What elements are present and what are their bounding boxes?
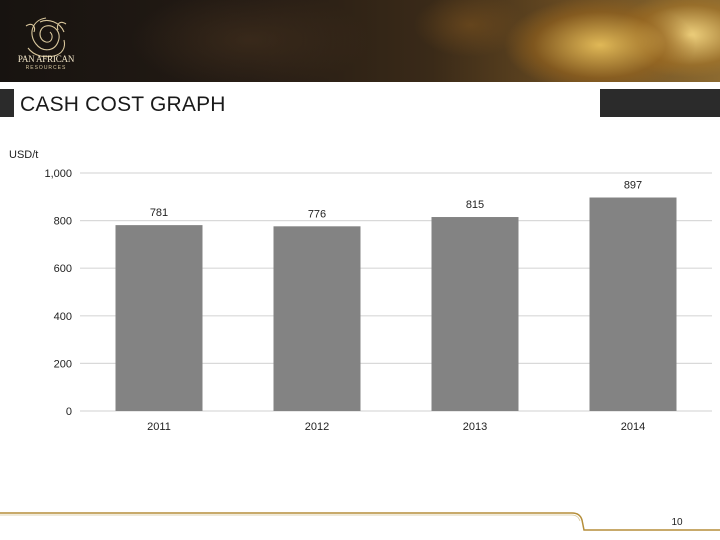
company-logo-icon	[25, 17, 67, 58]
y-axis-label: USD/t	[9, 149, 38, 161]
y-tick-label: 1,000	[44, 168, 72, 180]
y-tick-label: 400	[54, 311, 72, 323]
x-tick-label: 2013	[463, 421, 487, 433]
data-label: 897	[624, 180, 642, 192]
x-tick-label: 2011	[147, 421, 171, 433]
y-tick-label: 600	[54, 263, 72, 275]
title-bar: CASH COST GRAPH	[0, 89, 720, 117]
data-label: 776	[308, 208, 326, 220]
bar	[589, 197, 677, 411]
page-number: 10	[671, 517, 683, 528]
x-tick-label: 2012	[305, 421, 329, 433]
bar	[115, 225, 203, 411]
title-bar-accent	[0, 89, 14, 117]
bar	[431, 217, 519, 411]
company-name: PAN AFRICAN	[17, 54, 75, 64]
y-tick-label: 0	[66, 406, 72, 418]
title-panel	[0, 89, 600, 117]
x-tick-label: 2014	[621, 421, 645, 433]
header-banner: PAN AFRICAN RESOURCES	[0, 0, 720, 82]
footer-line-path	[0, 512, 720, 531]
bar	[273, 226, 361, 411]
y-tick-label: 200	[54, 358, 72, 370]
footer-line-shadow	[0, 514, 581, 522]
data-label: 815	[466, 199, 484, 211]
company-tagline: RESOURCES	[25, 65, 67, 71]
page-title: CASH COST GRAPH	[20, 93, 226, 116]
y-tick-label: 800	[54, 216, 72, 228]
data-label: 781	[150, 207, 168, 219]
cash-cost-bar-chart: USD/t 0 200 400 600 800 1,000 781 2011 776 2012 815…	[9, 149, 712, 433]
footer-divider	[0, 512, 720, 531]
